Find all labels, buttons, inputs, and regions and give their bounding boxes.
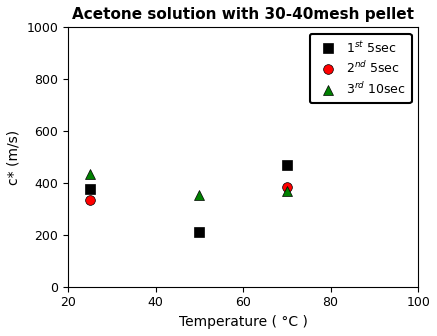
X-axis label: Temperature ( °C ): Temperature ( °C ) — [179, 315, 308, 329]
Y-axis label: c* (m/s): c* (m/s) — [7, 129, 21, 184]
Legend: $1^{st}$ 5sec, $2^{nd}$ 5sec, $3^{rd}$ 10sec: $1^{st}$ 5sec, $2^{nd}$ 5sec, $3^{rd}$ 1… — [309, 34, 412, 103]
Title: Acetone solution with 30-40mesh pellet: Acetone solution with 30-40mesh pellet — [72, 7, 414, 22]
